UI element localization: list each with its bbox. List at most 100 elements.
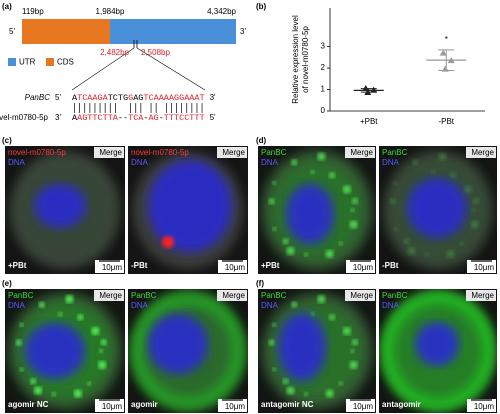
green-spot [338,381,343,386]
scale-label: 10μm [225,402,246,411]
sequence-end: 5' [210,113,216,122]
green-spot [424,252,429,257]
red-signal [162,236,174,248]
sequence-segment: G [128,93,133,103]
green-spot [272,367,277,372]
green-spot [350,349,355,353]
green-spot [282,238,289,245]
merge-bg [345,290,375,301]
green-spot [87,381,92,386]
green-spot [19,322,24,327]
nucleus [25,323,85,379]
green-spot [459,241,464,246]
channel-label: PanBC [8,291,34,300]
condition-label: +PBt [261,261,280,270]
green-spot [471,208,476,212]
green-spot [30,378,37,385]
sequence-segment: -- [118,113,128,123]
three-prime: 3' [240,27,246,36]
green-spot [65,295,74,304]
scale-bg [467,260,496,273]
merge-label: Merge [350,291,373,300]
green-spot [325,249,334,258]
merge-bg [94,147,124,158]
green-spot [15,339,22,346]
green-spot [352,197,359,204]
error-bar [438,49,455,71]
nucleus [278,313,326,381]
sequence-end: 3' [210,93,216,102]
green-spot [325,389,334,398]
green-spot [393,227,398,232]
green-spot [470,220,479,229]
channel-label: DNA [8,301,26,310]
sequence-segment: AG [148,113,158,123]
green-spot [291,301,298,308]
channel-label: DNA [261,158,279,167]
y-axis-label-line: of novel-m0780-5p [301,26,310,93]
merge-label: Merge [99,148,122,157]
y-axis-label-line: Relative expression level [291,15,300,104]
micrograph-content [5,289,125,413]
green-spot [99,349,103,353]
scale-label: 10μm [353,402,374,411]
error-bar [360,88,377,93]
sequence-segment: A [72,93,78,103]
y-tick-label: 2 [321,63,326,72]
scale-label: 10μm [353,263,374,272]
site-position: 2,508bp [141,48,170,57]
micrograph-content [128,146,248,274]
panel-label: (a) [2,2,12,11]
condition-label: agomir [131,400,158,409]
merge-bg [466,290,496,301]
channel-label: PanBC [261,291,287,300]
zoom-line [136,47,206,91]
green-spot [77,314,84,321]
legend-swatch [8,58,16,66]
panel-label: (c) [2,136,12,145]
channel-label: DNA [382,158,400,167]
green-spot [58,312,63,317]
green-spot [310,312,315,317]
legend-swatch [46,58,54,66]
green-spot [38,301,45,308]
green-spot [438,152,447,161]
merge-label: Merge [471,148,494,157]
y-axis-label: Relative expression levelof novel-m0780-… [291,15,310,104]
green-spot [393,181,398,186]
merge-label: Merge [99,291,122,300]
sequence-segment: AGTTCTTA [77,113,119,123]
merge-bg [217,290,247,301]
sequence-name: novel-m0780-5p [0,113,49,122]
green-spot [272,322,277,327]
green-spot [473,197,480,204]
nucleus [286,184,334,244]
data-point [370,86,378,93]
panel-label: (b) [256,2,267,11]
sequence-segment: TCAAAAGGAAAT [143,93,204,103]
green-spot [352,339,359,346]
merge-bg [217,147,247,158]
green-spot [73,389,82,398]
sequence-segment: TCA [128,113,144,123]
zoom-line [71,47,135,91]
condition-label: antagomir NC [261,400,314,409]
scale-bg [95,399,124,412]
merge-label: Merge [350,148,373,157]
green-spot [403,238,410,245]
channel-label: novel-m0780-5p [131,148,189,157]
nucleus [148,314,208,374]
condition-label: antagomir [382,400,421,409]
scale-label: 10μm [474,263,495,272]
green-spot [19,367,24,372]
channel-label: novel-m0780-5p [8,148,66,157]
micrograph-content [258,146,376,274]
channel-label: DNA [131,301,149,310]
nucleus [148,160,232,252]
sequence-end: 5' [55,93,61,102]
green-spot [34,386,43,395]
green-spot [100,339,107,346]
channel-label: PanBC [382,291,408,300]
